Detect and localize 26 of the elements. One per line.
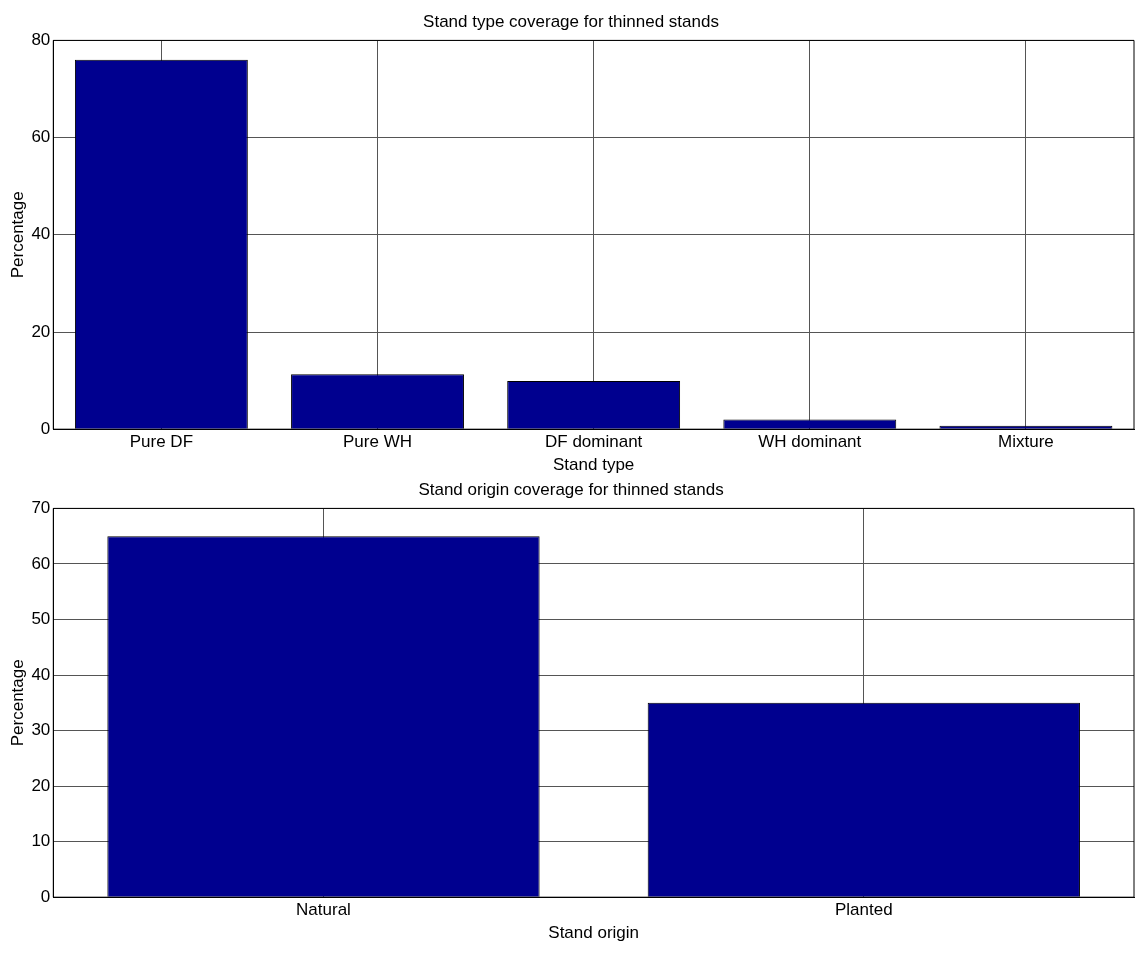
x-tick-label: Pure WH — [343, 432, 412, 452]
chart-title: Stand origin coverage for thinned stands — [418, 479, 724, 499]
y-tick-label: 0 — [40, 886, 51, 906]
x-tick-label: Planted — [834, 900, 893, 920]
x-axis-title: Stand origin — [548, 923, 640, 943]
y-tick-label: 20 — [31, 321, 51, 341]
y-axis-title: Percentage — [7, 659, 27, 747]
chart-title: Stand type coverage for thinned stands — [423, 11, 719, 31]
y-tick-label: 0 — [40, 418, 51, 438]
y-tick-label: 40 — [31, 224, 51, 244]
y-tick-label: 10 — [31, 831, 51, 851]
x-tick-label: WH dominant — [758, 432, 862, 452]
x-tick-label: Pure DF — [129, 432, 194, 452]
y-tick-label: 30 — [31, 720, 51, 740]
x-tick-label: Mixture — [998, 432, 1054, 452]
y-tick-label: 50 — [31, 609, 51, 629]
y-tick-label: 40 — [31, 664, 51, 684]
y-axis-title: Percentage — [7, 191, 27, 279]
x-tick-label: Natural — [296, 900, 351, 920]
x-axis-title: Stand type — [553, 455, 635, 475]
y-tick-label: 60 — [31, 127, 51, 147]
y-tick-label: 80 — [31, 30, 51, 50]
x-tick-label: DF dominant — [544, 432, 643, 452]
y-tick-label: 20 — [31, 775, 51, 795]
y-tick-label: 70 — [31, 498, 51, 518]
y-tick-label: 60 — [31, 553, 51, 573]
